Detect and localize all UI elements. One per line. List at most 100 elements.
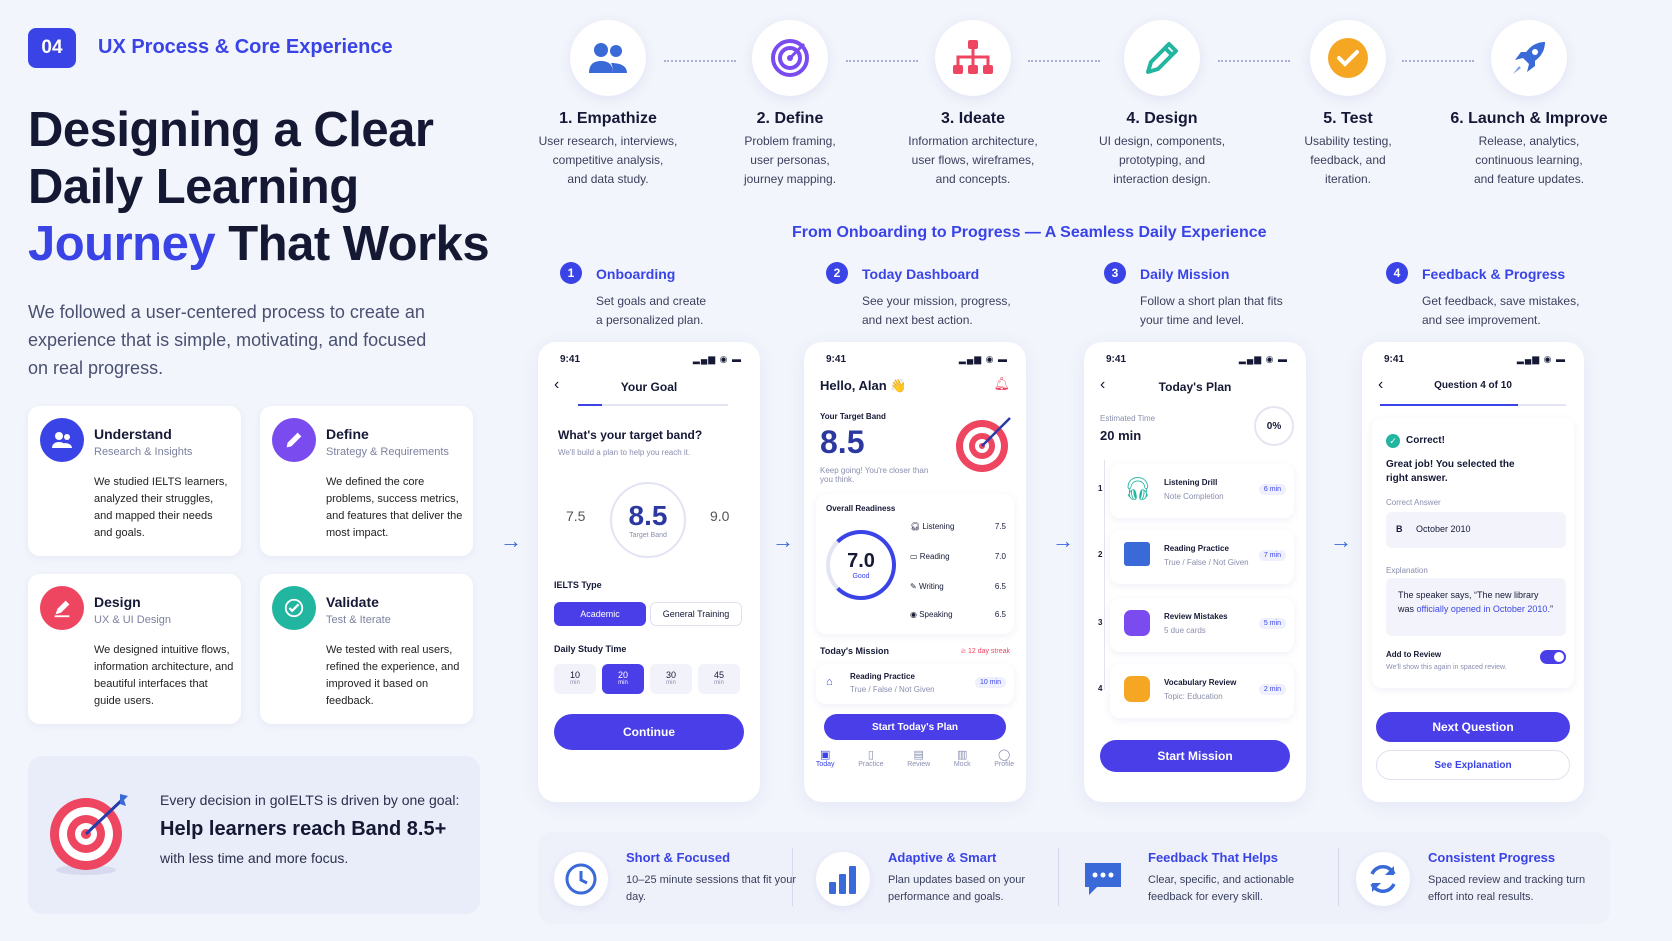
step-title: 1. Empathize: [559, 110, 657, 127]
principle-title: Define: [326, 426, 369, 442]
review-icon: [1124, 610, 1150, 636]
check-icon: ✓: [1386, 434, 1400, 448]
plan-task[interactable]: 4 Vocabulary Review Topic: Education 2 m…: [1098, 664, 1294, 718]
arrow-right-icon: →: [772, 528, 794, 553]
section-title: UX Process & Core Experience: [98, 36, 393, 58]
add-to-review-toggle[interactable]: [1540, 650, 1566, 664]
clock-icon: [554, 852, 608, 906]
step-title: 4. Design: [1126, 110, 1198, 127]
see-explanation-button[interactable]: See Explanation: [1376, 750, 1570, 780]
step-title: 6. Launch & Improve: [1450, 110, 1608, 127]
step-connector: [1028, 60, 1100, 62]
principle-subtitle: Strategy & Requirements: [326, 446, 449, 458]
speech-icon: ◉ Speaking: [910, 610, 953, 619]
book-icon: ▯: [867, 749, 874, 761]
users-icon: [40, 418, 84, 462]
goal-lead: Every decision in goIELTS is driven by o…: [160, 792, 460, 808]
principle-title: Understand: [94, 426, 172, 442]
user-icon: ◯: [998, 749, 1011, 761]
type-academic[interactable]: Academic: [554, 602, 646, 626]
plan-task[interactable]: 1 🎧︎ Listening Drill Note Completion 6 m…: [1098, 464, 1294, 518]
principle-card-design: Design UX & UI Design We designed intuit…: [28, 574, 241, 724]
streak-badge: 🔥︎ 12 day streak: [960, 648, 1010, 655]
step-connector: [846, 60, 918, 62]
bottom-nav: ▣ Today ▯ Practice ▤ Review ▥ Mock ◯ Profile: [804, 748, 1026, 768]
book-icon: ⌂: [826, 676, 833, 688]
target-icon: [752, 20, 828, 96]
time-option[interactable]: 45 min: [698, 664, 740, 694]
principle-desc: We studied IELTS learners, analyzed thei…: [94, 476, 228, 539]
pencil-icon: ✎ Writing: [910, 582, 944, 591]
explanation-box: The speaker says, “The new library was o…: [1386, 578, 1566, 636]
goal-tail: with less time and more focus.: [160, 850, 349, 866]
step-desc: User research, interviews, competitive an…: [538, 134, 678, 186]
arrow-right-icon: →: [1330, 528, 1352, 553]
process-step-design: 4. Design UI design, components, prototyp…: [1082, 20, 1242, 189]
arrow-right-icon: →: [1052, 528, 1074, 553]
step-title: 3. Ideate: [940, 110, 1006, 127]
step-connector: [1218, 60, 1290, 62]
bar-chart-icon: [816, 852, 870, 906]
start-plan-button[interactable]: Start Today's Plan: [824, 714, 1006, 740]
phone-dashboard: 9:41 ▂▄▆ ◉ ▬ Hello, Alan 👋 🔔︎ Your Target…: [804, 342, 1026, 802]
time-option[interactable]: 30 min: [650, 664, 692, 694]
continue-button[interactable]: Continue: [554, 714, 744, 750]
rocket-icon: [1491, 20, 1567, 96]
journey-title: From Onboarding to Progress — A Seamless…: [792, 224, 1267, 241]
process-step-define: 2. Define Problem framing, user personas,…: [710, 20, 870, 189]
back-icon[interactable]: ‹: [1100, 376, 1106, 393]
check-icon: [1310, 20, 1386, 96]
step-connector: [664, 60, 736, 62]
feature-adaptive-smart: Adaptive & Smart Plan updates based on yo…: [800, 836, 1062, 920]
process-step-ideate: 3. Ideate Information architecture, user …: [893, 20, 1053, 189]
principle-title: Validate: [326, 594, 379, 610]
bell-icon[interactable]: 🔔︎: [993, 376, 1010, 391]
section-number-badge: 04: [28, 28, 76, 68]
target-band-dial[interactable]: 8.5 Target Band: [610, 482, 686, 558]
arrow-right-icon: →: [500, 528, 522, 553]
principle-card-define: Define Strategy & Requirements We define…: [260, 406, 473, 556]
next-question-button[interactable]: Next Question: [1376, 712, 1570, 742]
principle-desc: We designed intuitive flows, information…: [94, 644, 234, 707]
step-title: 2. Define: [756, 110, 824, 127]
type-general[interactable]: General Training: [650, 602, 742, 626]
nav-today[interactable]: ▣ Today: [815, 749, 835, 768]
check-icon: [272, 586, 316, 630]
mission-task[interactable]: ⌂ Reading Practice True / False / Not Gi…: [816, 664, 1014, 704]
book-icon: ▭ Reading: [910, 552, 950, 561]
time-option-selected[interactable]: 20 min: [602, 664, 644, 694]
time-option[interactable]: 10 min: [554, 664, 596, 694]
sitemap-icon: [935, 20, 1011, 96]
start-mission-button[interactable]: Start Mission: [1100, 740, 1290, 772]
goal-main: Help learners reach Band 8.5+: [160, 818, 447, 840]
phone-onboarding: 9:41 ▂▄▆ ◉ ▬ ‹ Your Goal What's your targ…: [538, 342, 760, 802]
clipboard-icon: ▤: [913, 749, 924, 761]
book-icon: [1124, 542, 1150, 566]
home-icon: ▣: [819, 749, 831, 761]
principle-subtitle: UX & UI Design: [94, 614, 172, 626]
step-desc: Problem framing, user personas, journey ma…: [743, 134, 837, 186]
back-icon[interactable]: ‹: [1378, 376, 1384, 393]
feature-consistent-progress: Consistent Progress Spaced review and tra…: [1340, 836, 1602, 920]
process-step-launch: 6. Launch & Improve Release, analytics, c…: [1448, 20, 1610, 189]
nav-mock[interactable]: ▥ Mock: [953, 749, 971, 768]
back-icon[interactable]: ‹: [554, 376, 560, 393]
test-icon: ▥: [957, 749, 968, 761]
plan-task[interactable]: 3 Review Mistakes 5 due cards 5 min: [1098, 598, 1294, 652]
refresh-icon: [1356, 852, 1410, 906]
nav-profile[interactable]: ◯ Profile: [994, 749, 1015, 768]
answer-box: B October 2010: [1386, 512, 1566, 548]
nav-review[interactable]: ▤ Review: [907, 749, 931, 768]
feature-feedback: Feedback That Helps Clear, specific, and …: [1060, 836, 1336, 920]
plan-task[interactable]: 2 Reading Practice True / False / Not Gi…: [1098, 530, 1294, 584]
feedback-card: ✓ Correct! Great job! You selected the r…: [1372, 418, 1574, 688]
principle-title: Design: [94, 594, 141, 610]
skill-list: 🎧︎ Listening 7.5 ▭ Reading 7.0 ✎ Writing 6.…: [910, 522, 1006, 619]
nav-practice[interactable]: ▯ Practice: [858, 749, 884, 768]
principle-subtitle: Test & Iterate: [326, 614, 391, 626]
process-step-empathize: 1. Empathize User research, interviews, c…: [528, 20, 688, 189]
step-desc: Information architecture, user flows, wir…: [908, 134, 1038, 186]
pen-icon: [40, 586, 84, 630]
process-step-test: 5. Test Usability testing, feedback, and i…: [1268, 20, 1428, 189]
users-icon: [570, 20, 646, 96]
